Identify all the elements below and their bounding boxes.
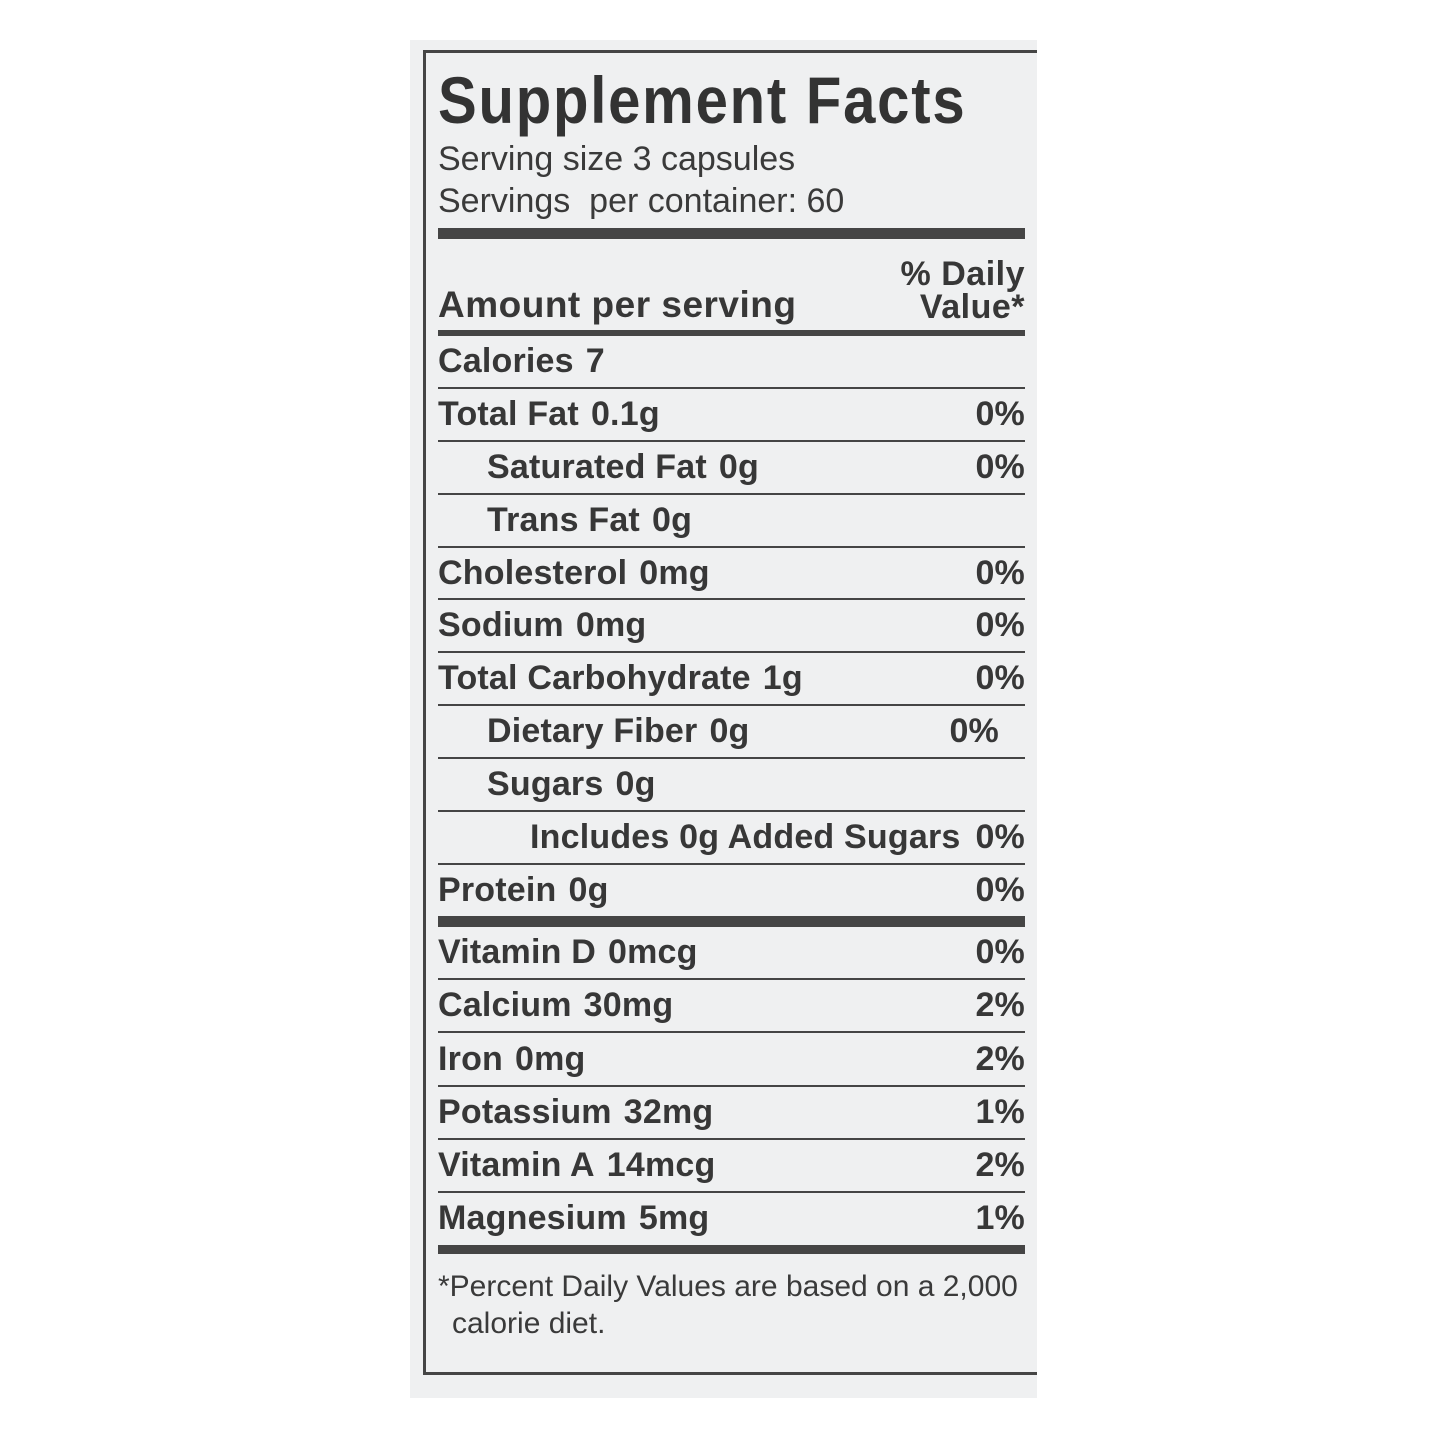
vitamin-rows-section: Vitamin D 0mcg 0% Calcium 30mg 2% Iron 0mg … xyxy=(438,927,1025,1245)
row-amount: 7 xyxy=(585,341,605,380)
row-daily-value: 0% xyxy=(975,606,1025,645)
row-amount: 5mg xyxy=(638,1199,710,1238)
table-row: Saturated Fat 0g 0% xyxy=(438,442,1025,495)
row-daily-value: 0% xyxy=(975,553,1025,592)
column-header-row: Amount per serving % Daily Value* xyxy=(438,239,1025,330)
footnote: *Percent Daily Values are based on a 2,0… xyxy=(438,1268,1025,1342)
table-row: Trans Fat 0g xyxy=(438,495,1025,548)
divider-thick-bottom xyxy=(438,1244,1025,1254)
divider-thick-top xyxy=(438,228,1025,239)
row-amount: 0g xyxy=(615,765,656,804)
row-name: Iron xyxy=(438,1039,504,1078)
row-amount: 0mg xyxy=(575,606,647,645)
row-name: Total Fat xyxy=(438,394,579,433)
row-daily-value: 0% xyxy=(975,659,1025,698)
row-daily-value: 0% xyxy=(949,712,999,751)
row-amount: 0g xyxy=(651,500,693,539)
row-name: Vitamin D xyxy=(438,932,596,971)
amount-per-serving-header: Amount per serving xyxy=(438,284,797,325)
table-row: Vitamin D 0mcg 0% xyxy=(438,927,1025,981)
row-name: Dietary Fiber xyxy=(487,712,698,751)
row-amount: 0mcg xyxy=(608,932,698,971)
label-border xyxy=(423,50,1037,1375)
row-daily-value: 1% xyxy=(975,1199,1025,1238)
row-name: Calories xyxy=(438,341,574,380)
row-name: Calcium xyxy=(438,986,572,1025)
table-row: Vitamin A 14mcg 2% xyxy=(438,1140,1025,1194)
table-row: Calcium 30mg 2% xyxy=(438,980,1025,1034)
divider-medium xyxy=(438,330,1025,336)
daily-value-header-line2: Value* xyxy=(919,288,1025,326)
row-amount: 14mcg xyxy=(606,1146,716,1185)
row-name: Magnesium xyxy=(438,1199,627,1238)
daily-value-header-line1: % Daily xyxy=(900,255,1025,293)
serving-size-line: Serving size 3 capsules xyxy=(438,140,796,178)
row-name: Trans Fat xyxy=(487,500,640,539)
table-row: Sodium 0mg 0% xyxy=(438,600,1025,654)
row-amount: 1g xyxy=(762,659,803,698)
row-amount: 0g xyxy=(709,712,750,751)
label-content: Supplement Facts Serving size 3 capsules… xyxy=(438,62,1025,1342)
row-amount: 0g xyxy=(568,870,609,909)
row-name: Sugars xyxy=(487,765,604,804)
row-name: Sodium xyxy=(438,606,564,645)
table-row: Dietary Fiber 0g 0% xyxy=(438,706,1025,760)
row-name: Includes 0g Added Sugars xyxy=(530,817,961,856)
table-row: Potassium 32mg 1% xyxy=(438,1087,1025,1140)
row-daily-value: 2% xyxy=(975,986,1025,1025)
label-title: Supplement Facts xyxy=(438,63,967,137)
divider-thick-middle xyxy=(438,915,1025,927)
row-name: Protein xyxy=(438,870,557,909)
row-daily-value: 0% xyxy=(975,817,1025,856)
row-amount: 0.1g xyxy=(590,394,660,433)
table-row: Sugars 0g xyxy=(438,759,1025,813)
row-daily-value: 2% xyxy=(975,1146,1025,1185)
row-name: Cholesterol xyxy=(438,553,628,592)
servings-per-container-line: Servings per container: 60 xyxy=(438,182,845,220)
row-name: Potassium xyxy=(438,1092,612,1131)
row-amount: 30mg xyxy=(583,986,674,1025)
table-row: Total Carbohydrate 1g 0% xyxy=(438,653,1025,707)
row-amount: 0mg xyxy=(639,553,710,592)
row-daily-value: 0% xyxy=(975,932,1025,971)
table-row: Iron 0mg 2% xyxy=(438,1033,1025,1087)
row-amount: 0g xyxy=(718,447,759,486)
daily-value-header: % Daily Value* xyxy=(900,255,1025,326)
table-row: Includes 0g Added Sugars 0% xyxy=(438,812,1025,865)
row-daily-value: 1% xyxy=(975,1092,1025,1131)
row-amount: 32mg xyxy=(623,1092,714,1131)
row-daily-value: 2% xyxy=(975,1039,1025,1078)
row-name: Total Carbohydrate xyxy=(438,659,751,698)
row-daily-value: 0% xyxy=(975,394,1025,433)
table-row: Total Fat 0.1g 0% xyxy=(438,389,1025,442)
footnote-line1: *Percent Daily Values are based on a 2,0… xyxy=(438,1269,1018,1303)
row-daily-value: 0% xyxy=(975,447,1025,486)
table-row: Protein 0g 0% xyxy=(438,865,1025,916)
table-row: Calories 7 xyxy=(438,336,1025,389)
row-amount: 0mg xyxy=(515,1039,586,1078)
row-daily-value: 0% xyxy=(975,870,1025,909)
row-name: Vitamin A xyxy=(438,1146,595,1185)
table-row: Cholesterol 0mg 0% xyxy=(438,548,1025,601)
footnote-line2: calorie diet. xyxy=(452,1306,606,1340)
nutrient-rows-section: Calories 7 Total Fat 0.1g 0% Saturated Fat… xyxy=(438,336,1025,916)
row-name: Saturated Fat xyxy=(487,447,707,486)
supplement-facts-label: Supplement Facts Serving size 3 capsules… xyxy=(410,40,1037,1398)
table-row: Magnesium 5mg 1% xyxy=(438,1193,1025,1244)
